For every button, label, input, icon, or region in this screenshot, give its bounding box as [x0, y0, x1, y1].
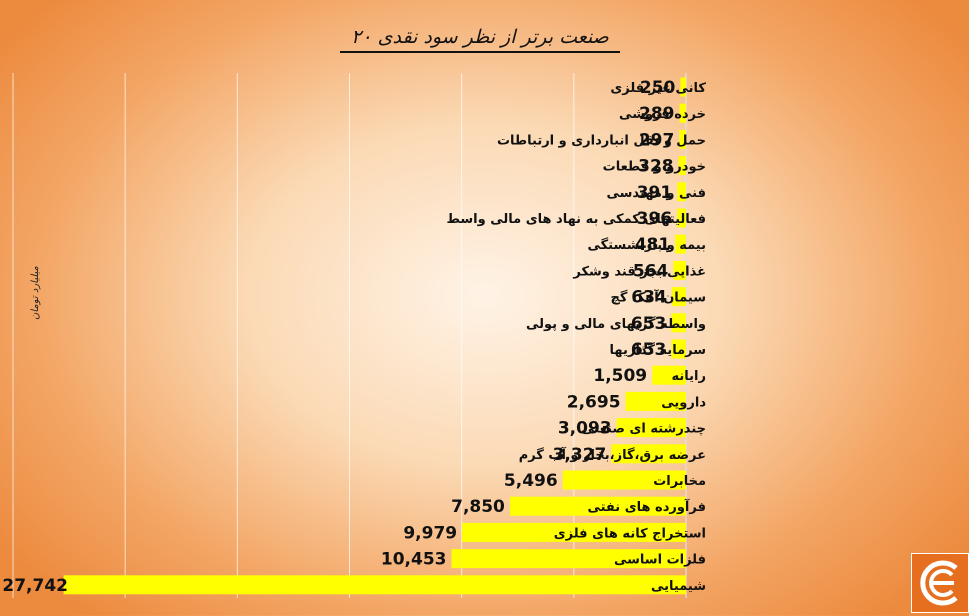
category-label: غذایی بجز قند وشکر — [572, 264, 706, 279]
chart-title: ۲۰ صنعت برتر از نظر سود نقدی — [340, 26, 620, 53]
category-label: استخراج کانه های فلزی — [554, 526, 706, 541]
bar — [611, 444, 686, 464]
category-label: بیمه و بازنشستگی — [587, 237, 706, 253]
data-label: 396 — [637, 209, 673, 229]
bar — [679, 129, 686, 149]
bar — [451, 549, 686, 569]
logo-icon — [920, 560, 958, 606]
category-label: خرده فروشی — [619, 107, 706, 122]
data-label: 289 — [639, 104, 675, 124]
bar — [562, 470, 686, 490]
category-label: واسطه گریهای مالی و پولی — [526, 316, 706, 332]
bar — [652, 365, 686, 385]
category-label: دارویی — [661, 395, 706, 410]
category-label: عرضه برق،گاز،بخار و آب گرم — [519, 446, 706, 463]
bar — [680, 77, 686, 97]
data-label: 2,695 — [567, 392, 621, 412]
data-label: 7,850 — [451, 497, 505, 517]
data-label: 250 — [640, 78, 676, 98]
bar — [679, 103, 686, 123]
data-label: 328 — [638, 157, 674, 177]
category-label: رایانه — [672, 369, 706, 384]
brand-logo — [911, 553, 969, 613]
bar — [462, 522, 686, 542]
bar — [63, 575, 686, 595]
data-label: 27,742 — [2, 576, 68, 596]
category-label: فلزات اساسی — [614, 553, 706, 568]
data-label: 9,979 — [403, 523, 457, 543]
bar — [677, 208, 686, 228]
bar — [509, 496, 686, 516]
category-label: فرآورده های نفتی — [587, 498, 706, 515]
data-label: 10,453 — [381, 550, 447, 570]
data-label: 653 — [631, 314, 667, 334]
bar — [625, 391, 686, 411]
data-label: 297 — [639, 130, 675, 150]
data-label: 653 — [631, 340, 667, 360]
bar — [616, 418, 686, 438]
data-label: 3,327 — [553, 445, 607, 465]
category-label: سیمان آهک گچ — [610, 289, 706, 306]
category-label: کانی غیر فلزی — [610, 81, 706, 96]
category-label: حمل و نقل انبارداری و ارتباطات — [497, 133, 706, 148]
data-label: 3,093 — [558, 419, 612, 439]
data-label: 391 — [637, 183, 673, 203]
bar — [678, 156, 686, 176]
data-label: 5,496 — [504, 471, 558, 491]
bar — [673, 260, 686, 280]
bar — [671, 339, 686, 359]
bar — [677, 182, 686, 202]
category-label: چندرشته ای صنعتی — [581, 422, 706, 437]
data-label: 634 — [631, 288, 667, 308]
category-label: فنی و مهندسی — [607, 186, 707, 201]
data-label: 564 — [633, 261, 669, 281]
category-label: خودرو و قطعات — [603, 160, 706, 175]
data-label: 481 — [635, 235, 671, 255]
category-label: سرمایه گذاریها — [610, 342, 706, 358]
bar — [675, 234, 686, 254]
category-label: مخابرات — [653, 474, 706, 489]
bar — [671, 313, 686, 333]
category-label: شیمیایی — [651, 579, 706, 594]
category-label: فعالیتهای کمکی به نهاد های مالی واسط — [446, 212, 706, 227]
data-label: 1,509 — [593, 366, 647, 386]
bar — [671, 287, 686, 307]
